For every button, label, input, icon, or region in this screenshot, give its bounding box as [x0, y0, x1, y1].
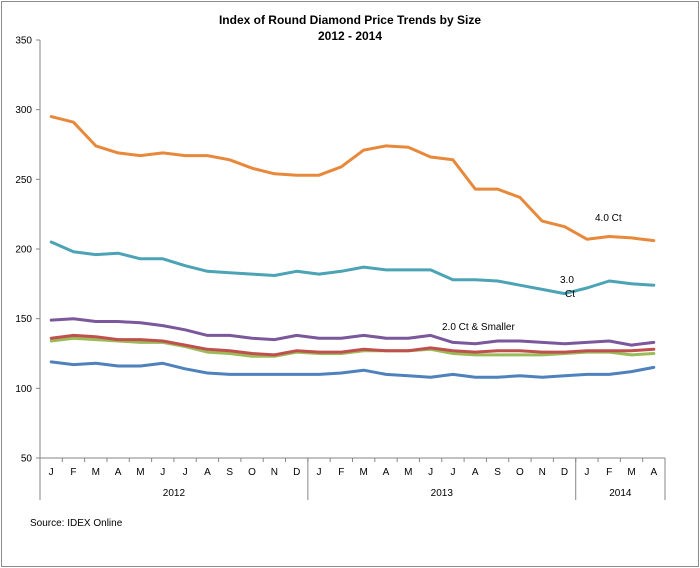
series-line-3-0-ct: [49, 240, 656, 296]
year-label: 2012: [163, 488, 186, 499]
series-line-2-0-ct-smaller: [49, 317, 656, 347]
x-month-label: F: [70, 467, 76, 478]
x-month-label: S: [226, 467, 233, 478]
series-line-4-0-ct: [49, 115, 656, 243]
chart-subtitle-line: 2012 - 2014: [317, 29, 383, 43]
chart-title-line: Index of Round Diamond Price Trends by S…: [218, 13, 482, 27]
x-month-label: M: [627, 467, 635, 478]
y-tick-label: 300: [15, 105, 32, 116]
x-month-label: N: [271, 467, 278, 478]
x-month-label: J: [160, 467, 165, 478]
x-month-label: D: [293, 467, 300, 478]
x-month-label: J: [584, 467, 589, 478]
x-month-label: M: [404, 467, 412, 478]
x-month-label: M: [136, 467, 144, 478]
y-tick-label: 250: [15, 175, 32, 186]
x-month-label: A: [651, 467, 658, 478]
axes: 50 100 150 200 250 300 350 J F M A M J J A S O N D J F M A M J J A…: [15, 36, 666, 500]
series-label: Ct: [565, 289, 575, 300]
series-label: 3.0: [560, 275, 574, 286]
source-note: Source: IDEX Online: [30, 518, 123, 529]
x-month-label: O: [248, 467, 256, 478]
year-label: 2014: [609, 488, 632, 499]
y-tick-label: 100: [15, 384, 32, 395]
x-month-label: J: [183, 467, 188, 478]
x-month-label: A: [115, 467, 122, 478]
y-tick-label: 150: [15, 314, 32, 325]
series-labels: 4.0 Ct 3.0 Ct 2.0 Ct & Smaller: [442, 213, 622, 333]
y-tick-label: 350: [15, 36, 32, 47]
series-layer: [49, 115, 656, 379]
series-label: 2.0 Ct & Smaller: [442, 322, 515, 333]
series-line: [49, 333, 656, 357]
y-tick-label: 200: [15, 245, 32, 256]
x-month-label: S: [494, 467, 501, 478]
x-month-label: F: [606, 467, 612, 478]
year-label: 2013: [431, 488, 454, 499]
series-label: 4.0 Ct: [595, 213, 622, 224]
x-month-label: A: [472, 467, 479, 478]
x-month-label: O: [516, 467, 524, 478]
x-month-label: D: [561, 467, 568, 478]
chart-title: Index of Round Diamond Price Trends by S…: [0, 12, 700, 44]
x-month-label: F: [338, 467, 344, 478]
x-month-label: J: [428, 467, 433, 478]
x-month-label: M: [359, 467, 367, 478]
x-month-label: A: [383, 467, 390, 478]
series-line: [49, 360, 656, 379]
y-tick-label: 50: [21, 454, 33, 465]
x-month-label: J: [450, 467, 455, 478]
x-month-label: M: [92, 467, 100, 478]
x-month-label: J: [317, 467, 322, 478]
x-month-label: A: [204, 467, 211, 478]
x-month-label: N: [539, 467, 546, 478]
x-month-label: J: [49, 467, 54, 478]
